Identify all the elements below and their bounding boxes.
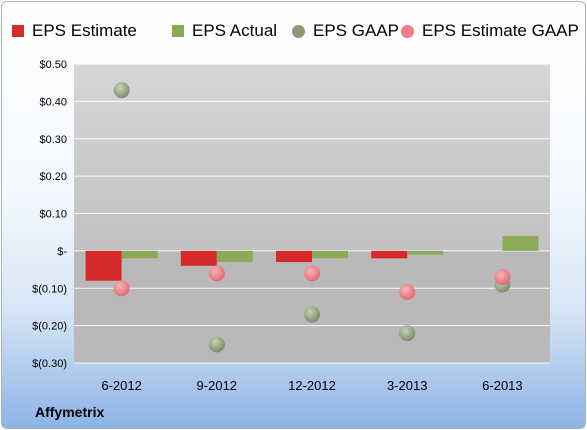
y-tick-label: $0.20 <box>39 171 67 183</box>
legend-label-eps-estimate: EPS Estimate <box>32 21 137 40</box>
company-name: Affymetrix <box>35 404 105 420</box>
bar-eps-estimate <box>180 250 217 266</box>
x-tick-label: 12-2012 <box>288 378 336 393</box>
legend-label-eps-gaap: EPS GAAP <box>313 21 399 40</box>
point-eps-estimate-gaap <box>304 265 320 282</box>
bar-eps-actual <box>121 250 158 259</box>
legend-swatch-eps-estimate-gaap <box>401 24 414 38</box>
point-eps-estimate-gaap <box>208 265 225 282</box>
point-eps-estimate-gaap <box>399 283 416 300</box>
y-tick-label: $0.10 <box>39 209 67 221</box>
x-tick-label: 9-2012 <box>197 378 237 393</box>
y-tick-label: $(0.10) <box>32 283 67 295</box>
y-tick-label: $0.30 <box>39 134 67 146</box>
point-eps-estimate-gaap <box>494 269 511 286</box>
bar-eps-estimate <box>85 250 122 281</box>
x-tick-label: 6-2012 <box>101 378 141 393</box>
legend-label-eps-estimate-gaap: EPS Estimate GAAP <box>422 21 579 40</box>
x-tick-label: 6-2013 <box>482 378 522 393</box>
bar-eps-actual <box>216 250 253 263</box>
legend-swatch-eps-estimate <box>12 25 24 37</box>
bar-eps-actual <box>407 250 444 255</box>
bar-eps-estimate <box>371 250 408 259</box>
bar-eps-actual <box>502 235 539 251</box>
point-eps-gaap <box>399 325 416 342</box>
y-tick-label: $0.40 <box>39 96 67 108</box>
legend-eps-actual: EPS Actual <box>172 17 277 45</box>
point-eps-gaap <box>113 82 130 99</box>
point-eps-gaap <box>304 306 320 323</box>
y-tick-label: $(0.20) <box>32 321 67 333</box>
legend-eps-gaap: EPS GAAP <box>292 17 399 45</box>
bar-eps-actual <box>312 250 348 259</box>
x-tick-label: 3-2013 <box>387 378 427 393</box>
y-tick-label: $(0.30) <box>32 358 67 370</box>
legend-swatch-eps-actual <box>172 25 184 37</box>
plot-area-upper <box>74 64 550 251</box>
legend-eps-estimate: EPS Estimate <box>12 17 137 45</box>
y-tick-label: $0.50 <box>39 59 67 71</box>
point-eps-gaap <box>208 336 225 353</box>
y-tick-label: $- <box>57 246 67 258</box>
point-eps-estimate-gaap <box>113 280 130 297</box>
bar-eps-estimate <box>276 250 312 263</box>
legend-label-eps-actual: EPS Actual <box>192 21 278 40</box>
legend-eps-estimate-gaap: EPS Estimate GAAP <box>401 17 579 45</box>
legend-swatch-eps-gaap <box>292 24 305 38</box>
chart-legend: EPS Estimate EPS Actual EPS GAAP EPS Est… <box>2 17 585 45</box>
